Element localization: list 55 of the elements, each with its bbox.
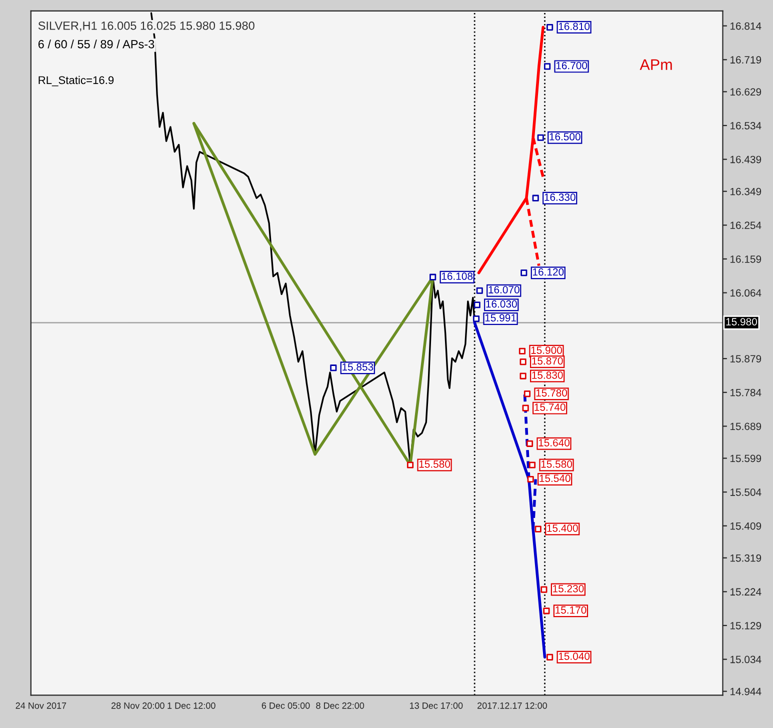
x-tick-label: 1 Dec 12:00	[168, 702, 216, 709]
x-tick-label: 8 Dec 22:00	[316, 702, 364, 709]
data-label: 15.640	[538, 439, 570, 446]
y-tick-label: 15.409	[730, 522, 762, 530]
x-tick-label: 24 Nov 2017	[16, 702, 66, 709]
y-tick-label: 15.224	[730, 588, 762, 596]
y-tick-label: 16.159	[730, 255, 762, 263]
annotation: SILVER,H1 16.005 16.025 15.980 15.980	[38, 21, 254, 32]
data-label: 15.540	[540, 474, 570, 482]
data-label: 16.810	[558, 22, 590, 30]
y-tick-label: 15.599	[730, 454, 762, 462]
data-label: 16.030	[486, 300, 517, 308]
y-tick-label: 15.319	[730, 554, 762, 562]
data-label: 15.870	[532, 357, 563, 365]
y-tick-label: 16.814	[730, 22, 762, 30]
annotation: RL_Static=16.9	[38, 76, 114, 86]
data-label: 16.500	[550, 133, 580, 140]
x-tick-label: 13 Dec 17:00	[410, 702, 463, 709]
y-tick-label: 15.034	[730, 656, 762, 664]
annotation: 6 / 60 / 55 / 89 / APs-3	[38, 40, 154, 48]
ref-line-label: 15.980	[726, 318, 757, 326]
y-tick-label: 15.129	[730, 622, 762, 630]
x-tick-label: 2017.12.17 12:00	[478, 702, 547, 709]
y-tick-label: 16.439	[730, 156, 762, 164]
data-label: 15.230	[553, 584, 584, 592]
annotation: APm	[640, 59, 672, 70]
x-tick-label: 28 Nov 20:00	[111, 702, 164, 709]
y-tick-label: 14.944	[730, 688, 762, 696]
y-tick-label: 15.784	[730, 388, 762, 396]
y-tick-label: 15.879	[730, 355, 762, 362]
y-tick-label: 16.349	[730, 188, 762, 196]
x-tick-label: 6 Dec 05:00	[262, 702, 310, 709]
data-label: 15.580	[419, 460, 450, 468]
data-label: 16.120	[533, 268, 564, 276]
y-tick-label: 16.719	[730, 56, 762, 64]
y-tick-label: 16.629	[730, 88, 762, 96]
data-label: 15.170	[556, 606, 586, 614]
data-label: 15.853	[342, 363, 374, 371]
data-label: 15.040	[558, 652, 590, 660]
y-tick-label: 16.064	[730, 289, 762, 297]
data-label: 15.580	[541, 460, 572, 468]
data-label: 16.330	[544, 194, 576, 201]
data-label: 16.070	[488, 286, 520, 294]
data-label: 15.830	[532, 371, 563, 379]
y-tick-label: 16.534	[730, 122, 762, 130]
data-label: 15.780	[536, 389, 568, 397]
data-label: 16.108	[442, 272, 473, 280]
data-label: 16.700	[556, 62, 588, 70]
y-tick-label: 15.504	[730, 488, 762, 496]
data-label: 15.400	[547, 524, 578, 532]
y-tick-label: 16.254	[730, 222, 762, 230]
data-label: 15.740	[534, 403, 566, 411]
y-tick-label: 15.689	[730, 422, 762, 430]
data-label: 15.991	[485, 314, 516, 322]
data-label: 15.900	[531, 346, 562, 354]
